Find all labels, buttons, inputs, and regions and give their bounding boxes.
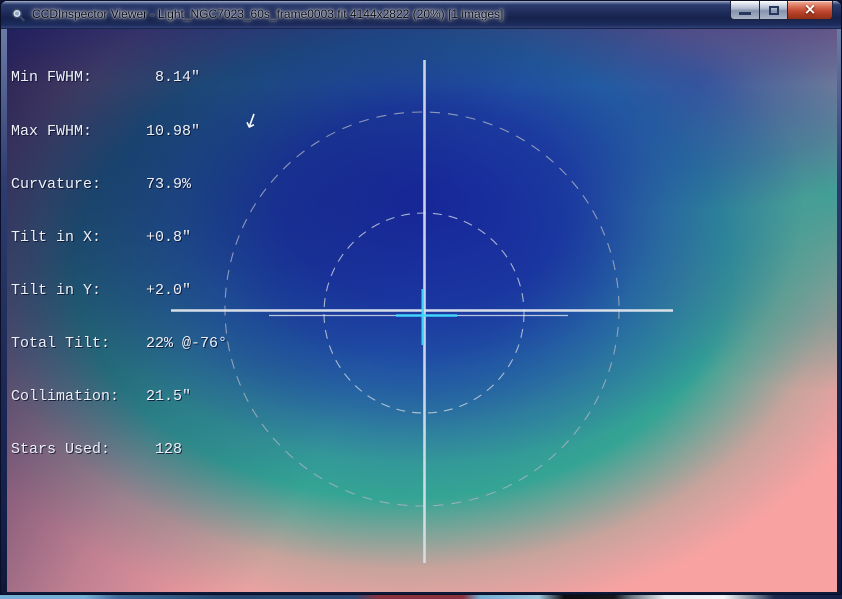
titlebar[interactable]: CCDInspector Viewer - Light_NGC7023_60s_… [1, 1, 841, 29]
stat-row-min-fwhm: Min FWHM: 8.14" [11, 69, 201, 87]
measurement-stats-overlay: Min FWHM: 8.14" Max FWHM: 10.98" Curvatur… [11, 34, 227, 494]
app-magnifier-icon [11, 8, 25, 22]
inner-dashed-circle [323, 212, 525, 414]
stat-row-total-tilt: Total Tilt: 22% @-76° [11, 334, 228, 352]
stat-row-tilt-x: Tilt in X: +0.8" [11, 228, 192, 246]
close-icon: × [803, 0, 817, 18]
curvature-map-canvas[interactable]: Min FWHM: 8.14" Max FWHM: 10.98" Curvatur… [7, 29, 837, 592]
stat-row-curvature: Curvature: 73.9% [11, 175, 192, 193]
window-controls: × [730, 1, 833, 20]
minimize-button[interactable] [730, 1, 760, 20]
tilt-direction-arrow-icon: ↓ [239, 106, 264, 136]
window-title: CCDInspector Viewer - Light_NGC7023_60s_… [32, 7, 504, 21]
minimize-icon [739, 11, 751, 15]
maximize-button[interactable] [760, 1, 787, 20]
stat-row-collimation: Collimation: 21.5" [11, 388, 192, 406]
maximize-icon [768, 5, 779, 15]
stat-row-max-fwhm: Max FWHM: 10.98" [11, 122, 201, 140]
taskbar-edge-strip [0, 595, 842, 599]
outer-dashed-circle [224, 111, 620, 507]
stat-row-stars-used: Stars Used: 128 [11, 441, 183, 459]
stat-row-tilt-y: Tilt in Y: +2.0" [11, 281, 192, 299]
close-button[interactable]: × [787, 1, 833, 20]
